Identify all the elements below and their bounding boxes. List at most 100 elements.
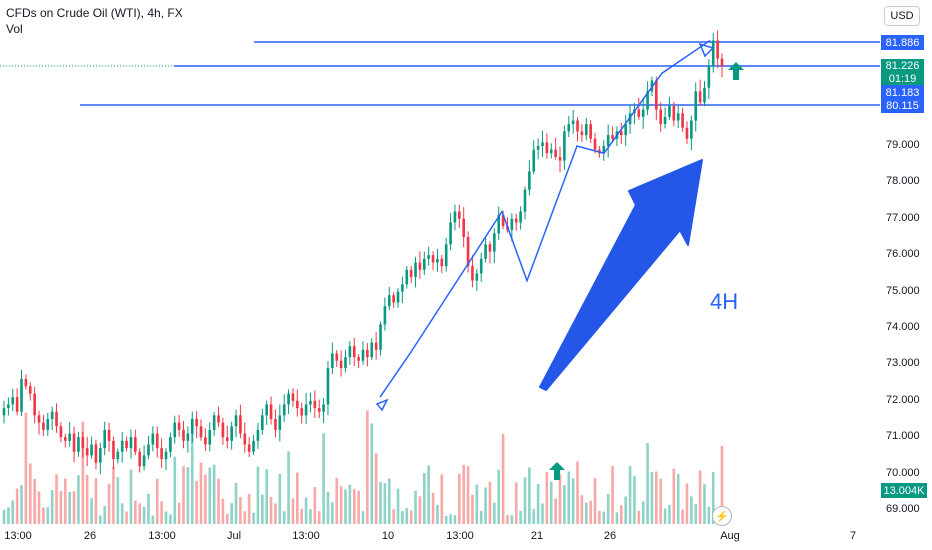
zigzag-end-arrowhead-icon xyxy=(698,42,715,58)
candle-body xyxy=(563,131,566,161)
volume-bar xyxy=(361,511,365,524)
volume-bar xyxy=(186,467,190,524)
candle-body xyxy=(637,109,641,117)
volume-bar xyxy=(694,504,698,524)
candle-body xyxy=(690,120,693,139)
volume-bar xyxy=(624,496,627,524)
volume-bar xyxy=(414,490,417,524)
volume-bar xyxy=(107,483,111,524)
candle-body xyxy=(655,80,658,110)
volume-bar xyxy=(300,508,304,524)
candle-body xyxy=(571,120,575,125)
candle-body xyxy=(493,233,496,252)
candle-body xyxy=(405,269,409,285)
y-tick-label: 69.000 xyxy=(886,503,920,515)
candle-body xyxy=(606,135,610,146)
volume-bar xyxy=(497,469,501,524)
volume-bar xyxy=(208,467,212,524)
volume-bar xyxy=(33,479,36,524)
candle-body xyxy=(322,404,325,412)
candle-body xyxy=(711,40,715,66)
volume-bar xyxy=(436,504,439,524)
volume-bar xyxy=(335,477,339,524)
x-tick-label: 7 xyxy=(849,530,857,542)
candle-body xyxy=(59,426,63,438)
volume-bar xyxy=(348,484,352,524)
volume-bar xyxy=(602,511,606,524)
candle-body xyxy=(549,149,553,154)
volume-bar xyxy=(317,511,321,524)
volume-bar xyxy=(63,478,67,524)
candle-body xyxy=(366,349,369,358)
candle-body xyxy=(619,131,623,136)
candle-body xyxy=(2,408,6,416)
horizontal-levels[interactable] xyxy=(0,41,880,106)
volume-bar xyxy=(120,503,124,524)
volume-bar xyxy=(173,456,177,524)
volume-bar xyxy=(405,507,409,524)
volume-bar xyxy=(672,468,676,524)
candle-body xyxy=(422,258,426,270)
volume-bar xyxy=(239,497,242,524)
candle-body xyxy=(243,433,247,445)
candle-body xyxy=(646,91,649,110)
volume-bar xyxy=(458,473,461,524)
candle-body xyxy=(282,404,286,416)
volume-bar xyxy=(676,474,680,524)
x-tick-label: 13:00 xyxy=(148,530,176,542)
volume-bar xyxy=(339,486,343,524)
candle-body xyxy=(300,408,304,416)
volume-bar xyxy=(252,512,255,524)
candle-body xyxy=(514,218,518,223)
y-tick-label: 76.000 xyxy=(886,248,920,261)
currency-selector[interactable]: USD xyxy=(884,6,920,26)
volume-bar xyxy=(265,469,268,524)
candle-body xyxy=(50,411,54,419)
x-tick-label: 26 xyxy=(83,530,97,542)
candle-body xyxy=(199,426,203,438)
volume-bar xyxy=(204,474,207,524)
price-tag-level-4[interactable]: 80.115 xyxy=(881,98,924,113)
candle-body xyxy=(125,440,128,449)
volume-bar xyxy=(571,478,575,524)
candle-body xyxy=(252,440,255,452)
candle-body xyxy=(584,124,588,136)
volume-bar xyxy=(720,445,724,524)
volume-bar xyxy=(230,503,233,524)
candle-body xyxy=(239,415,242,434)
zigzag-start-arrowhead-icon xyxy=(375,398,389,412)
candle-body xyxy=(11,397,15,405)
candle-body xyxy=(296,400,299,409)
last-price-tag[interactable]: 81.226 01:19 xyxy=(881,59,924,86)
candle-body xyxy=(116,451,120,460)
x-tick-label: Aug xyxy=(720,530,740,542)
candle-body xyxy=(190,419,194,434)
candle-body xyxy=(698,91,702,103)
candle-body xyxy=(510,218,514,230)
volume-bar xyxy=(427,465,430,524)
y-tick-label: 73.000 xyxy=(886,357,920,370)
candle-body xyxy=(458,211,461,219)
candle-body xyxy=(160,448,163,460)
zigzag-pattern[interactable] xyxy=(375,39,715,412)
candle-body xyxy=(204,437,207,445)
lightning-icon[interactable]: ⚡ xyxy=(712,506,732,526)
candle-body xyxy=(567,124,571,132)
candle-body xyxy=(164,451,168,460)
candle-body xyxy=(326,368,330,405)
candle-body xyxy=(112,440,115,460)
big-arrow-icon[interactable] xyxy=(539,159,703,391)
candle-body xyxy=(545,142,549,154)
volume-bar xyxy=(422,473,426,524)
up-arrow-icon xyxy=(728,62,744,80)
candle-body xyxy=(85,448,89,456)
volume-bar xyxy=(589,500,592,524)
price-tag-level-3[interactable]: 81.183 xyxy=(881,85,924,100)
candle-body xyxy=(335,353,339,361)
candle-body xyxy=(466,237,470,267)
candle-body xyxy=(217,415,220,423)
volume-bar xyxy=(103,506,107,524)
price-tag-level-1[interactable]: 81.886 xyxy=(881,35,924,50)
candle-body xyxy=(169,437,172,452)
